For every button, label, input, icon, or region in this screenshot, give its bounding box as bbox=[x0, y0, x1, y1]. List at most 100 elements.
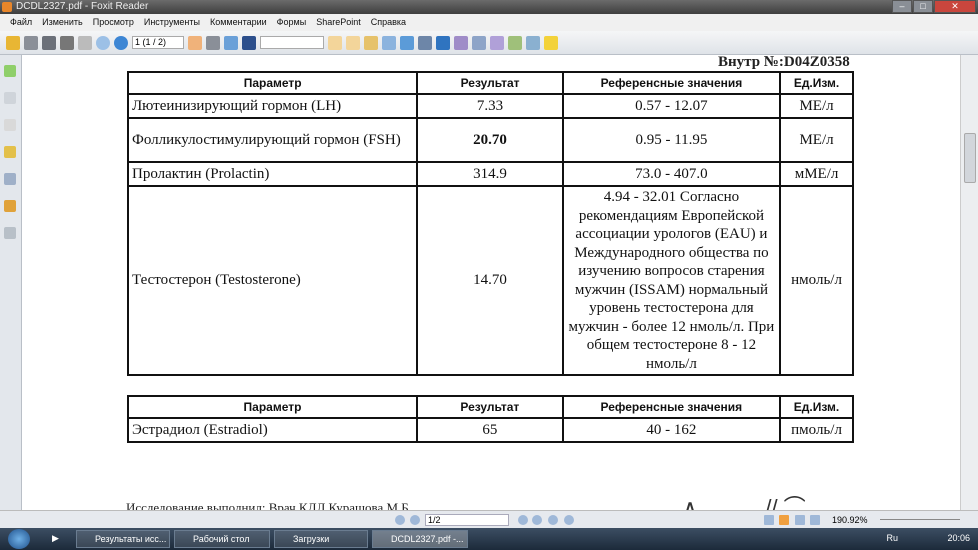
language-indicator[interactable]: Ru bbox=[886, 533, 898, 543]
header-result: Результат bbox=[416, 395, 564, 419]
menu-tools[interactable]: Инструменты bbox=[143, 17, 200, 27]
taskbar: ▶ Результаты исс... Рабочий стол Загрузк… bbox=[0, 528, 978, 550]
unit-cell: МЕ/л bbox=[779, 93, 854, 119]
reference-cell: 73.0 - 407.0 bbox=[561, 161, 782, 187]
menu-help[interactable]: Справка bbox=[370, 17, 407, 27]
snapshot-icon[interactable] bbox=[224, 35, 238, 50]
param-cell: Лютеинизирующий гормон (LH) bbox=[126, 93, 419, 119]
param-cell: Тестостерон (Testosterone) bbox=[126, 185, 419, 376]
menu-forms[interactable]: Формы bbox=[276, 17, 307, 27]
find-next-icon[interactable] bbox=[346, 35, 360, 50]
typewriter-icon[interactable] bbox=[526, 35, 540, 50]
attachments-icon[interactable] bbox=[4, 173, 16, 185]
navigation-panel bbox=[0, 55, 22, 510]
find-prev-icon[interactable] bbox=[328, 35, 342, 50]
save-as-icon[interactable] bbox=[42, 35, 56, 50]
continuous-icon[interactable] bbox=[779, 515, 789, 525]
menu-edit[interactable]: Изменить bbox=[42, 17, 83, 27]
export-pdf-icon[interactable] bbox=[508, 35, 522, 50]
result-cell: 7.33 bbox=[416, 93, 564, 119]
page-number-input[interactable]: 1 (1 / 2) bbox=[132, 36, 184, 49]
comments-icon[interactable] bbox=[4, 146, 16, 158]
start-button[interactable] bbox=[8, 529, 30, 549]
menu-file[interactable]: Файл bbox=[10, 17, 33, 27]
scrollbar-thumb[interactable] bbox=[964, 133, 976, 183]
search-input[interactable] bbox=[260, 36, 324, 49]
next-page-icon[interactable] bbox=[114, 35, 128, 50]
single-page-icon[interactable] bbox=[764, 515, 774, 525]
table-row: Пролактин (Prolactin) 314.9 73.0 - 407.0… bbox=[126, 161, 854, 187]
signatures-icon[interactable] bbox=[4, 227, 16, 239]
last-page-icon[interactable] bbox=[532, 515, 542, 525]
minimize-button[interactable]: – bbox=[892, 0, 912, 13]
forward-icon[interactable] bbox=[564, 515, 574, 525]
continuous-facing-icon[interactable] bbox=[810, 515, 820, 525]
table-row: Фолликулостимулирующий гормон (FSH) 20.7… bbox=[126, 117, 854, 163]
layers-icon[interactable] bbox=[4, 119, 16, 131]
header-parameter: Параметр bbox=[126, 71, 419, 95]
taskbar-item-browser[interactable]: Результаты исс... bbox=[76, 530, 170, 548]
close-button[interactable]: ✕ bbox=[934, 0, 976, 13]
zoom-level[interactable]: 190.92% bbox=[832, 515, 868, 525]
open-icon[interactable] bbox=[6, 35, 20, 50]
select-text-icon[interactable] bbox=[206, 35, 220, 50]
toolbar: 1 (1 / 2) bbox=[0, 31, 978, 55]
hand-tool-icon[interactable] bbox=[188, 35, 202, 50]
facing-icon[interactable] bbox=[795, 515, 805, 525]
bookmarks-icon[interactable] bbox=[4, 92, 16, 104]
header-reference: Референсные значения bbox=[561, 71, 782, 95]
note-icon[interactable] bbox=[544, 35, 558, 50]
first-page-icon[interactable] bbox=[395, 515, 405, 525]
menu-comments[interactable]: Комментарии bbox=[209, 17, 267, 27]
fit-page-icon[interactable] bbox=[382, 35, 396, 50]
prev-page-icon[interactable] bbox=[410, 515, 420, 525]
print-icon[interactable] bbox=[60, 35, 74, 50]
find-icon[interactable] bbox=[242, 35, 256, 50]
menu-view[interactable]: Просмотр bbox=[92, 17, 134, 27]
window-title: DCDL2327.pdf - Foxit Reader bbox=[16, 1, 149, 12]
vertical-scrollbar[interactable] bbox=[960, 55, 978, 510]
unit-cell: нмоль/л bbox=[779, 185, 854, 376]
taskbar-item-desktop[interactable]: Рабочий стол bbox=[174, 530, 270, 548]
table-header-row: Параметр Результат Референсные значения … bbox=[126, 395, 854, 419]
param-cell: Эстрадиол (Estradiol) bbox=[126, 417, 419, 443]
title-bar: DCDL2327.pdf - Foxit Reader – □ ✕ bbox=[0, 0, 978, 14]
pages-icon[interactable] bbox=[4, 65, 16, 77]
reference-cell: 4.94 - 32.01 Согласно рекомендациям Евро… bbox=[561, 185, 782, 376]
reference-cell: 0.57 - 12.07 bbox=[561, 93, 782, 119]
create-pdf-icon[interactable] bbox=[454, 35, 468, 50]
page-layout-icon[interactable] bbox=[364, 35, 378, 50]
save-icon[interactable] bbox=[24, 35, 38, 50]
rotate-icon[interactable] bbox=[400, 35, 414, 50]
unit-cell: МЕ/л bbox=[779, 117, 854, 163]
menu-sharepoint[interactable]: SharePoint bbox=[316, 17, 361, 27]
show-arrow-icon[interactable]: ▶ bbox=[52, 533, 59, 543]
fit-width-icon[interactable] bbox=[418, 35, 432, 50]
menu-bar: Файл Изменить Просмотр Инструменты Комме… bbox=[0, 14, 978, 31]
back-icon[interactable] bbox=[548, 515, 558, 525]
maximize-button[interactable]: □ bbox=[913, 0, 933, 13]
taskbar-item-downloads[interactable]: Загрузки bbox=[274, 530, 368, 548]
result-cell: 314.9 bbox=[416, 161, 564, 187]
pdf-from-scanner-icon[interactable] bbox=[472, 35, 486, 50]
email-icon[interactable] bbox=[78, 35, 92, 50]
previous-page-icon[interactable] bbox=[96, 35, 110, 50]
status-page-input[interactable]: 1/2 bbox=[425, 514, 509, 526]
next-page-icon[interactable] bbox=[518, 515, 528, 525]
reference-cell: 0.95 - 11.95 bbox=[561, 117, 782, 163]
param-cell: Фолликулостимулирующий гормон (FSH) bbox=[126, 117, 419, 163]
header-unit: Ед.Изм. bbox=[779, 395, 854, 419]
security-icon[interactable] bbox=[4, 200, 16, 212]
results-table: Параметр Результат Референсные значения … bbox=[126, 71, 854, 376]
page-break bbox=[22, 381, 960, 395]
pdf-from-clipboard-icon[interactable] bbox=[490, 35, 504, 50]
header-result: Результат bbox=[416, 71, 564, 95]
sharepoint-icon[interactable] bbox=[436, 35, 450, 50]
document-view: Внутр №:D04Z0358 Параметр Результат Рефе… bbox=[22, 55, 960, 510]
result-cell: 20.70 bbox=[416, 117, 564, 163]
taskbar-item-foxit[interactable]: DCDL2327.pdf -... bbox=[372, 530, 468, 548]
zoom-slider[interactable] bbox=[880, 519, 960, 520]
table-row: Лютеинизирующий гормон (LH) 7.33 0.57 - … bbox=[126, 93, 854, 119]
clock[interactable]: 20:06 bbox=[947, 533, 970, 543]
reference-cell: 40 - 162 bbox=[561, 417, 782, 443]
